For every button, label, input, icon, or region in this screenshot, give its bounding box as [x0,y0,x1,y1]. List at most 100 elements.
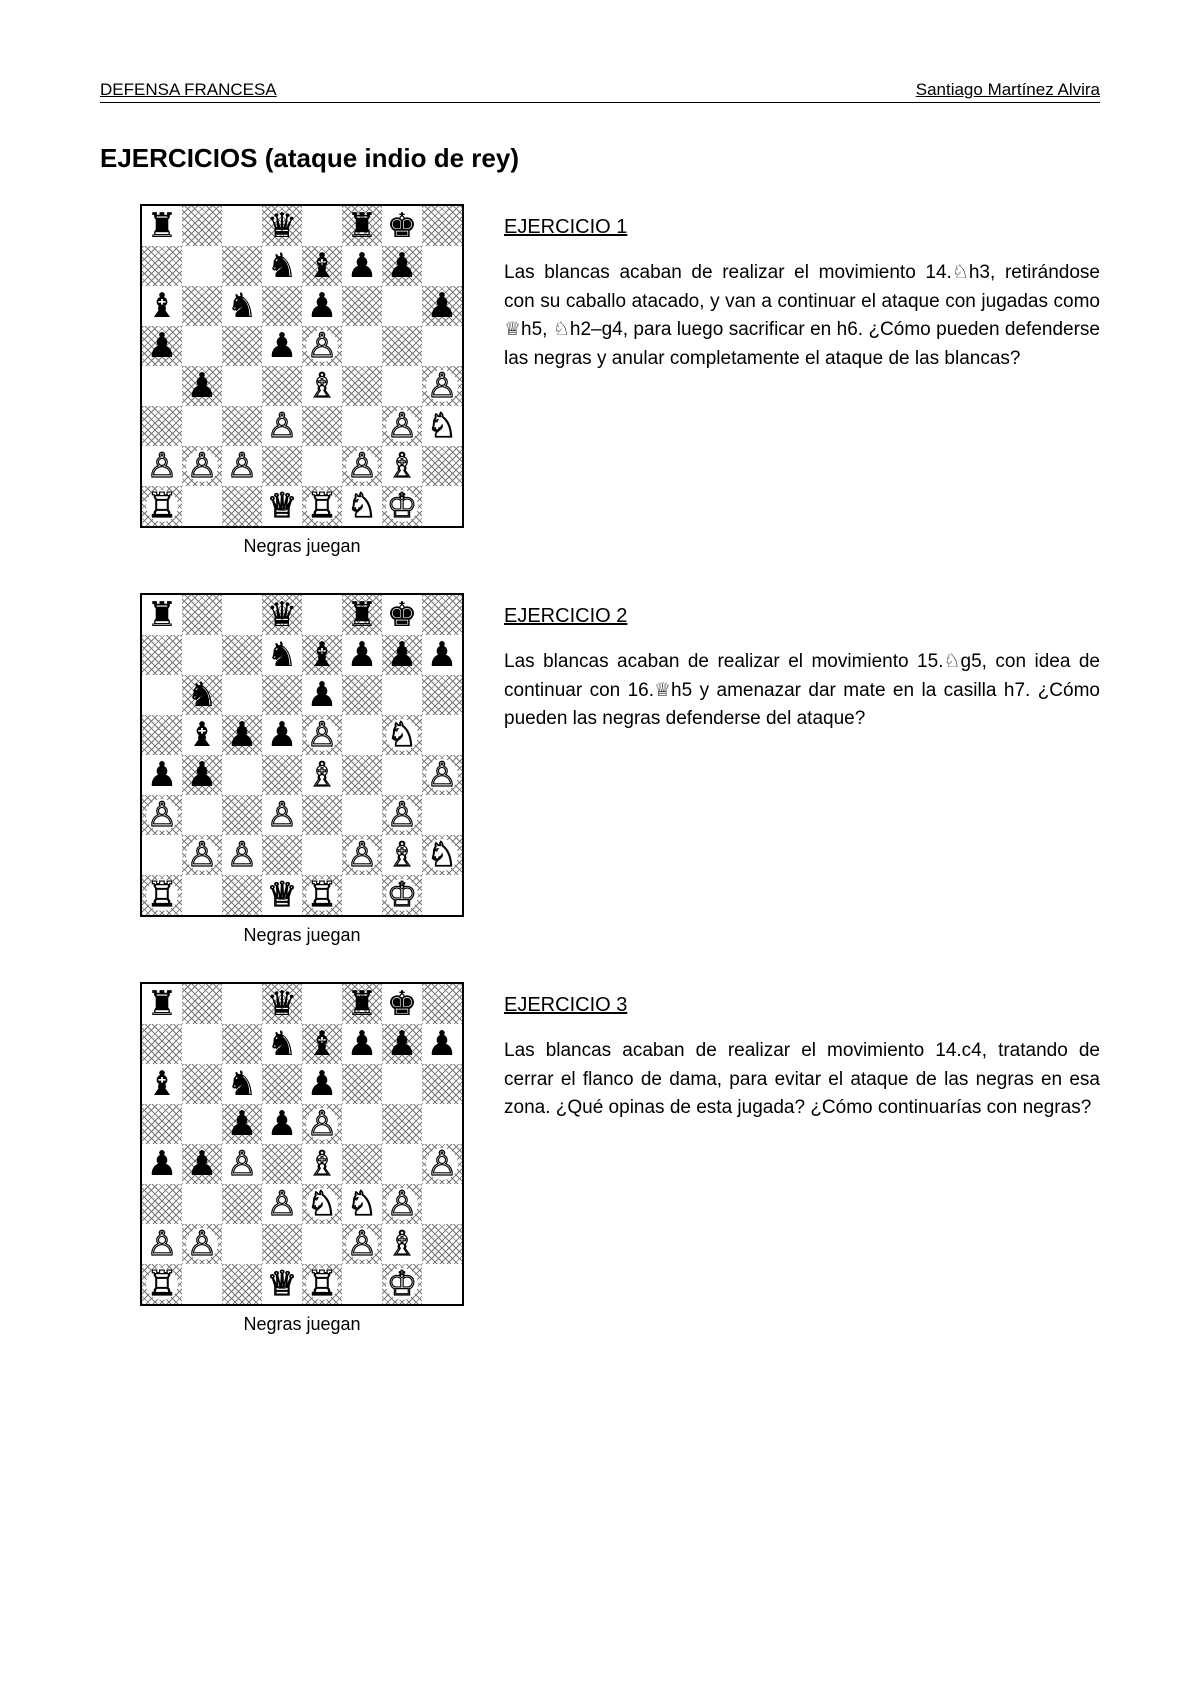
white-piece: ♘ [307,1187,337,1221]
square: ♙ [222,835,262,875]
white-piece: ♙ [387,1187,417,1221]
square: ♟ [222,715,262,755]
square [382,1144,422,1184]
square: ♔ [382,1264,422,1304]
square: ♟ [342,635,382,675]
square: ♛ [262,206,302,246]
square [262,1144,302,1184]
square: ♝ [182,715,222,755]
square [342,875,382,915]
white-piece: ♕ [267,1267,297,1301]
square: ♔ [382,486,422,526]
square [422,206,462,246]
square: ♙ [222,446,262,486]
white-piece: ♔ [387,489,417,523]
square [262,366,302,406]
square: ♗ [382,446,422,486]
square [222,755,262,795]
black-piece: ♞ [227,1067,257,1101]
white-piece: ♙ [427,1147,457,1181]
square [422,675,462,715]
white-piece: ♕ [267,878,297,912]
square [422,715,462,755]
square [222,1184,262,1224]
exercises-container: ♜♛♜♚♞♝♟♟♝♞♟♟♟♟♙♟♗♙♙♙♘♙♙♙♙♗♖♕♖♘♔Negras ju… [100,204,1100,1335]
white-piece: ♘ [427,838,457,872]
white-piece: ♗ [387,449,417,483]
exercise-3: ♜♛♜♚♞♝♟♟♟♝♞♟♟♟♙♟♟♙♗♙♙♘♘♙♙♙♙♗♖♕♖♔Negras j… [100,982,1100,1335]
square: ♝ [302,246,342,286]
square: ♚ [382,595,422,635]
square: ♟ [142,755,182,795]
square [382,366,422,406]
square: ♙ [422,1144,462,1184]
square [342,715,382,755]
square: ♙ [302,326,342,366]
square [342,326,382,366]
square: ♔ [382,875,422,915]
square [142,1024,182,1064]
square [182,595,222,635]
square: ♝ [142,286,182,326]
black-piece: ♟ [387,249,417,283]
square: ♘ [342,486,382,526]
exercise-body: Las blancas acaban de realizar el movimi… [504,648,1100,734]
square [342,286,382,326]
square [422,486,462,526]
square [142,406,182,446]
square [342,795,382,835]
square [382,1064,422,1104]
header-left: DEFENSA FRANCESA [100,80,277,100]
square [182,635,222,675]
black-piece: ♟ [347,249,377,283]
square [422,326,462,366]
white-piece: ♗ [387,838,417,872]
white-piece: ♘ [347,1187,377,1221]
exercise-text: EJERCICIO 3Las blancas acaban de realiza… [504,982,1100,1123]
board-caption: Negras juegan [243,1314,360,1335]
square [142,835,182,875]
white-piece: ♙ [307,1107,337,1141]
square: ♙ [342,835,382,875]
square [342,1064,382,1104]
white-piece: ♙ [147,798,177,832]
black-piece: ♟ [267,329,297,363]
square: ♗ [382,835,422,875]
square [142,366,182,406]
board-caption: Negras juegan [243,925,360,946]
black-piece: ♝ [307,638,337,672]
square: ♟ [342,1024,382,1064]
square [142,1184,182,1224]
square: ♟ [142,1144,182,1184]
black-piece: ♟ [347,638,377,672]
square: ♝ [302,1024,342,1064]
square [142,675,182,715]
black-piece: ♟ [387,638,417,672]
white-piece: ♙ [187,838,217,872]
square: ♖ [302,875,342,915]
square [302,206,342,246]
black-piece: ♜ [147,598,177,632]
square [262,286,302,326]
square: ♜ [342,206,382,246]
square: ♟ [422,286,462,326]
white-piece: ♖ [307,1267,337,1301]
square [342,755,382,795]
board-block: ♜♛♜♚♞♝♟♟♝♞♟♟♟♟♙♟♗♙♙♙♘♙♙♙♙♗♖♕♖♘♔Negras ju… [140,204,464,557]
square: ♙ [382,1184,422,1224]
square [182,1104,222,1144]
square [182,1024,222,1064]
square: ♝ [302,635,342,675]
black-piece: ♞ [227,289,257,323]
square [302,795,342,835]
square [262,675,302,715]
black-piece: ♛ [267,598,297,632]
square [422,1104,462,1144]
square [142,715,182,755]
square [182,875,222,915]
white-piece: ♔ [387,878,417,912]
white-piece: ♕ [267,489,297,523]
chess-board: ♜♛♜♚♞♝♟♟♟♞♟♝♟♟♙♘♟♟♗♙♙♙♙♙♙♙♗♘♖♕♖♔ [140,593,464,917]
black-piece: ♝ [187,718,217,752]
square [422,1184,462,1224]
